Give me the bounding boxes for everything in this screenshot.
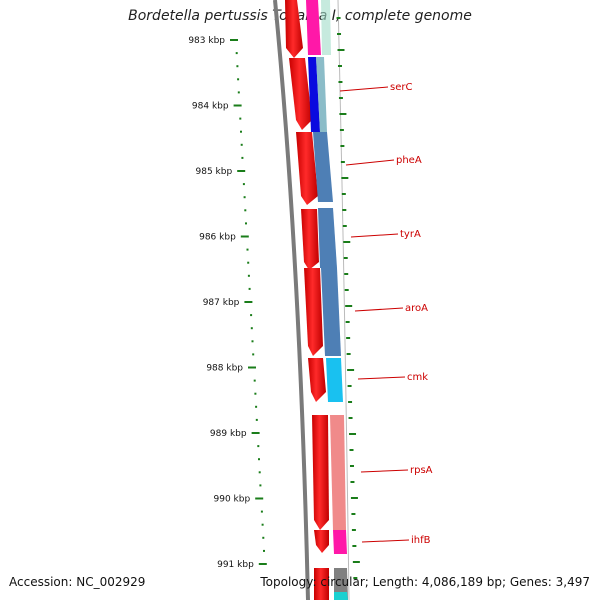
gene-leader-line bbox=[357, 376, 406, 380]
genome-backbone bbox=[273, 0, 310, 600]
gene-leader-line bbox=[360, 469, 409, 473]
ruler-label: 986 kbp bbox=[199, 233, 236, 243]
genome-backbone-outer bbox=[337, 0, 350, 600]
gene-leader-line bbox=[345, 159, 395, 166]
ruler-label: 989 kbp bbox=[210, 429, 247, 439]
gene-block-tyrA[interactable] bbox=[318, 208, 337, 268]
gene-leader-line bbox=[361, 539, 410, 543]
cds-feature[interactable] bbox=[289, 58, 312, 130]
ruler-label: 983 kbp bbox=[188, 36, 225, 46]
gene-label-ihfB[interactable]: ihfB bbox=[411, 535, 431, 546]
ruler-label: 987 kbp bbox=[203, 298, 240, 308]
gene-block-pheA[interactable] bbox=[313, 132, 333, 202]
gene-block[interactable] bbox=[306, 0, 321, 55]
cds-feature[interactable] bbox=[314, 568, 329, 600]
gene-block[interactable] bbox=[316, 57, 327, 132]
gene-labels: serC pheA tyrA aroA cmk rpsA ihfB bbox=[339, 82, 433, 546]
gene-leader-line bbox=[354, 307, 404, 312]
gene-block-ihfB[interactable] bbox=[333, 530, 347, 554]
ruler-label: 988 kbp bbox=[206, 364, 243, 374]
cds-feature[interactable] bbox=[314, 530, 329, 553]
accession-text: Accession: NC_002929 bbox=[9, 575, 146, 589]
cds-feature[interactable] bbox=[296, 132, 318, 205]
gene-label-cmk[interactable]: cmk bbox=[407, 372, 428, 383]
gene-label-serC[interactable]: serC bbox=[390, 82, 412, 93]
cds-feature[interactable] bbox=[285, 0, 303, 58]
gene-leader-line bbox=[339, 86, 389, 92]
gene-leader-line bbox=[350, 233, 399, 238]
map-title: Bordetella pertussis Tohama I, complete … bbox=[128, 8, 472, 24]
ruler-label: 985 kbp bbox=[196, 167, 233, 177]
gene-block[interactable] bbox=[334, 592, 348, 600]
ruler-label: 990 kbp bbox=[214, 495, 251, 505]
gene-label-pheA[interactable]: pheA bbox=[396, 155, 422, 166]
gene-block-cmk[interactable] bbox=[326, 358, 343, 402]
genome-info-text: Topology: circular; Length: 4,086,189 bp… bbox=[260, 575, 590, 589]
gene-track bbox=[306, 0, 348, 600]
gene-block-rpsA[interactable] bbox=[330, 415, 346, 530]
gene-label-aroA[interactable]: aroA bbox=[405, 303, 428, 314]
ruler-label: 984 kbp bbox=[192, 102, 229, 112]
cds-track bbox=[285, 0, 329, 600]
gene-block-aroA[interactable] bbox=[321, 268, 341, 356]
gene-label-tyrA[interactable]: tyrA bbox=[400, 229, 421, 240]
ruler-label: 991 kbp bbox=[217, 560, 254, 570]
gene-label-rpsA[interactable]: rpsA bbox=[410, 465, 433, 476]
outer-ticks bbox=[336, 17, 360, 579]
gene-block[interactable] bbox=[321, 0, 331, 55]
cds-feature[interactable] bbox=[308, 358, 326, 402]
cds-feature[interactable] bbox=[312, 415, 329, 530]
cds-feature[interactable] bbox=[301, 209, 319, 270]
kbp-ruler: 983 kbp 984 kbp 985 kbp 986 kbp 987 kbp 988 k… bbox=[188, 36, 267, 570]
cds-feature[interactable] bbox=[304, 268, 323, 356]
